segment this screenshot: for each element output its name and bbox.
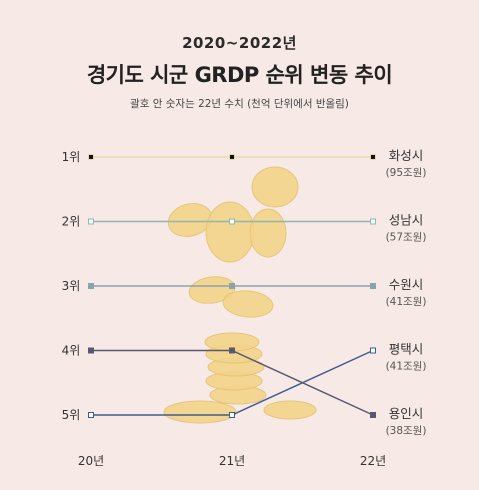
coin-3 [205,201,255,263]
rank-label-2: 2위 [62,215,81,229]
chart-header: 2020~2022년 경기도 시군 GRDP 순위 변동 추이 괄호 안 숫자는… [0,32,479,111]
rank-label-5: 5위 [62,408,81,422]
marker-series-1-2 [229,154,235,160]
marker-series-3-3 [370,283,376,289]
marker-series-2-3 [370,218,376,225]
chart-subtitle: 괄호 안 숫자는 22년 수치 (천억 단위에서 반올림) [130,98,349,110]
coin-1 [251,166,299,208]
marker-series-3-1 [88,283,94,289]
marker-series-4-2 [229,412,235,418]
x-label-1: 20년 [78,454,104,468]
marker-series-4-3 [370,347,376,354]
city-value-3: (41조원) [386,296,427,308]
rank-axis: 1위 2위 3위 4위 5위 [62,150,81,422]
coin-6 [222,290,274,318]
city-value-1: (95조원) [386,167,427,179]
marker-series-4-1 [88,412,94,418]
marker-series-5-2 [229,347,235,354]
city-name-1: 화성시 [389,148,424,163]
rank-label-3: 3위 [62,279,81,293]
marker-series-5-1 [88,347,94,354]
coin-8 [263,400,317,420]
marker-series-3-2 [229,283,235,289]
marker-series-1-3 [370,154,376,160]
year-axis: 20년 21년 22년 [78,454,386,468]
city-name-5: 용인시 [389,406,424,421]
marker-series-1-1 [88,154,94,160]
city-value-4: (41조원) [386,361,427,373]
x-label-3: 22년 [360,454,386,468]
rank-markers [88,154,376,418]
city-name-2: 성남시 [389,213,424,228]
city-name-3: 수원시 [389,277,424,292]
marker-series-5-3 [370,412,376,418]
chart-title: 경기도 시군 GRDP 순위 변동 추이 [86,63,393,87]
rank-label-4: 4위 [62,344,81,358]
marker-series-2-1 [88,218,94,225]
year-range: 2020~2022년 [182,34,297,52]
city-value-2: (57조원) [386,232,427,244]
coin-4 [249,208,287,258]
city-name-4: 평택시 [389,342,424,357]
coin-illustration [163,166,317,424]
rank-label-1: 1위 [62,150,81,164]
marker-series-2-2 [229,218,235,225]
city-value-5: (38조원) [386,425,427,437]
x-label-2: 21년 [219,454,245,468]
coin-7 [163,400,237,424]
city-labels: 화성시 (95조원) 성남시 (57조원) 수원시 (41조원) 평택시 (41조원) 용인시 (… [386,148,427,437]
